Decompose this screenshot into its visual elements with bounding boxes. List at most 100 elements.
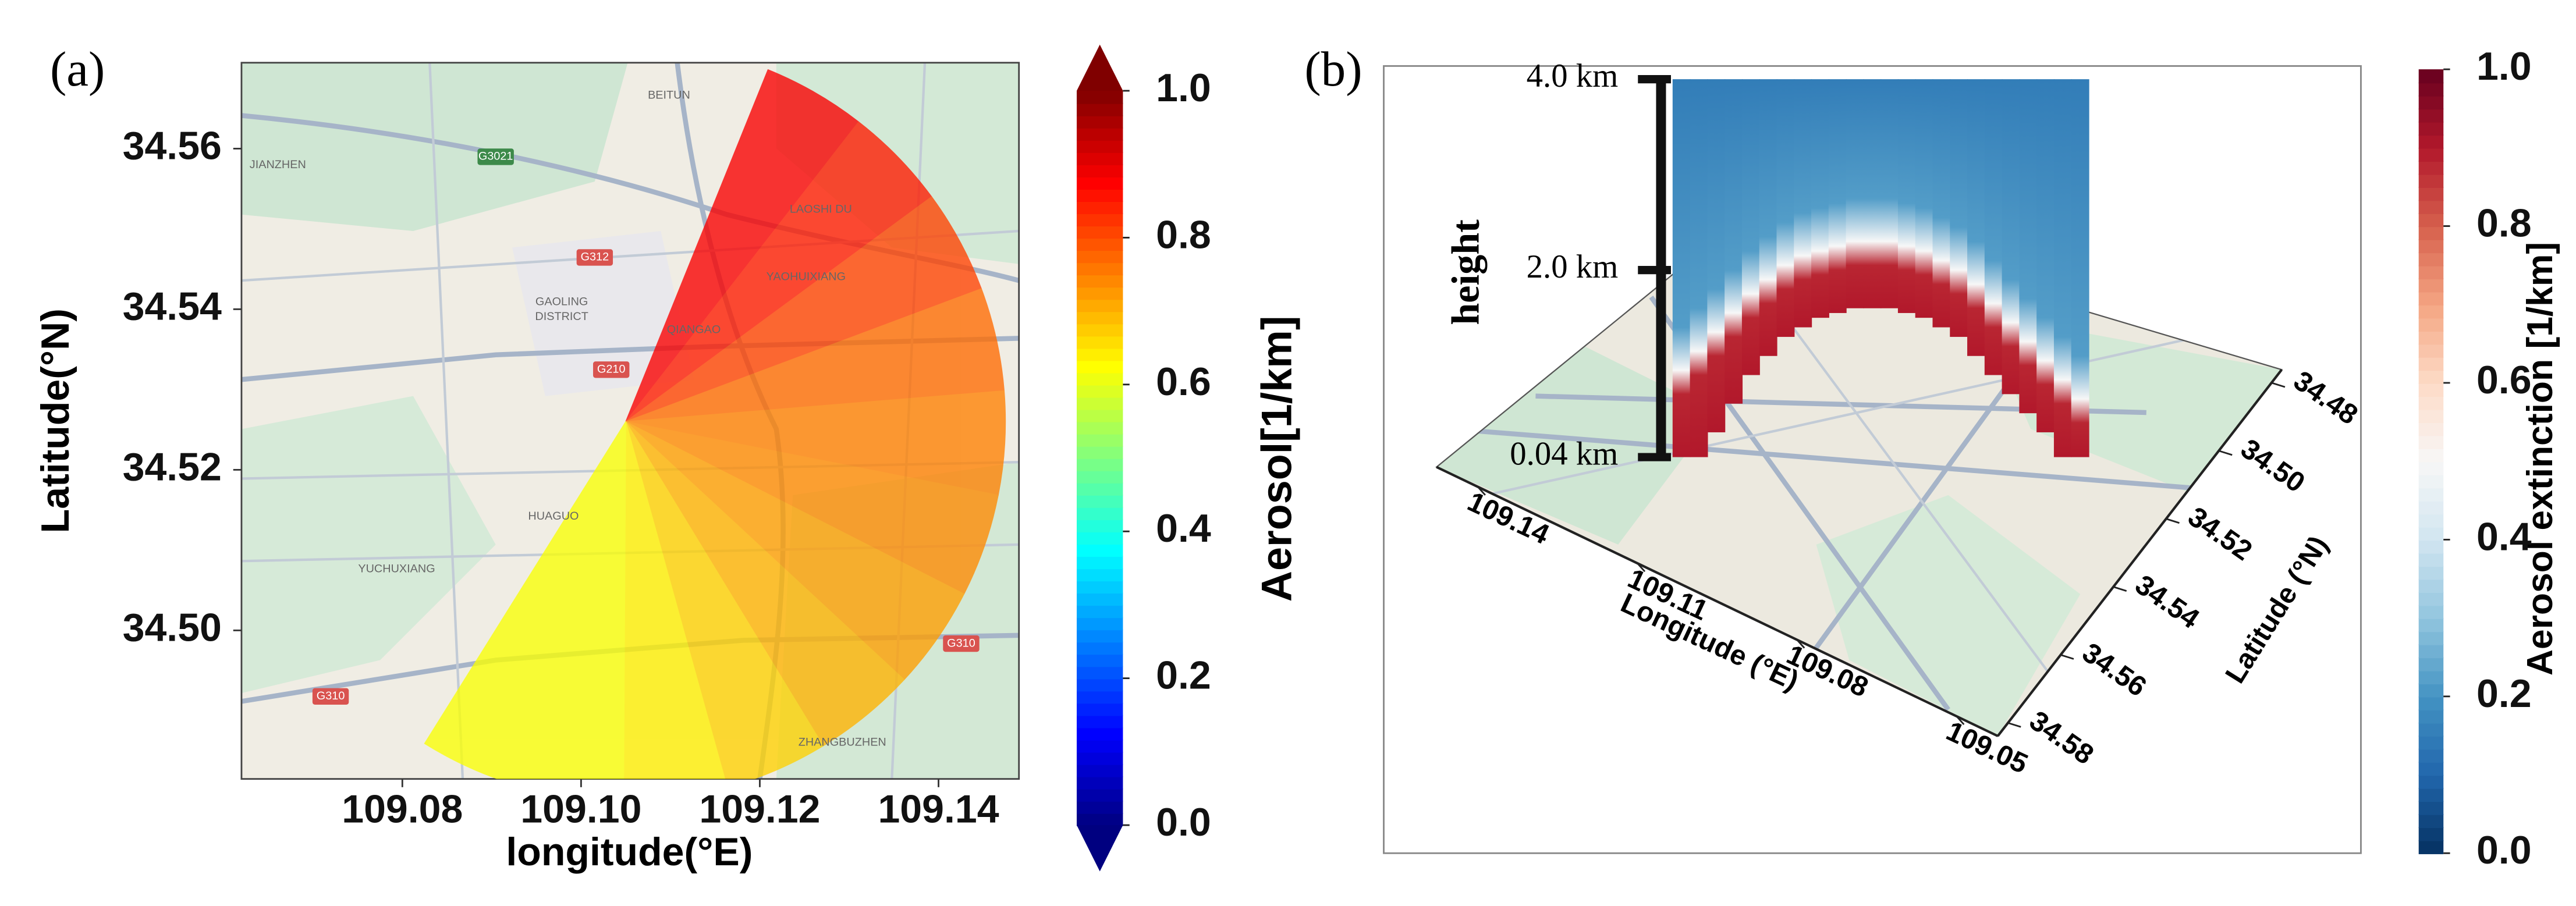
x-tick-label: 109.14 bbox=[878, 787, 999, 831]
curtain-column bbox=[1984, 79, 2003, 375]
colorbar-cell bbox=[2418, 134, 2444, 149]
colorbar-cell bbox=[2418, 382, 2444, 397]
x-axis-label: longitude(°E) bbox=[506, 830, 753, 874]
map-label: GAOLING bbox=[535, 295, 588, 308]
colorbar-cell bbox=[2418, 526, 2444, 541]
colorbar-cell bbox=[2418, 173, 2444, 188]
colorbar-cell bbox=[2418, 95, 2444, 110]
road-shield bbox=[312, 688, 349, 705]
colorbar-cell bbox=[1076, 323, 1123, 337]
colorbar-tick-label: 0.2 bbox=[2476, 671, 2532, 716]
colorbar-extend bbox=[1076, 44, 1123, 91]
curtain-column bbox=[1759, 79, 1777, 356]
colorbar-cell bbox=[1076, 286, 1123, 300]
curtain-column bbox=[1967, 79, 1985, 356]
colorbar-cell bbox=[1076, 335, 1123, 349]
colorbar-cell bbox=[1076, 629, 1123, 643]
y-tick bbox=[2271, 382, 2286, 388]
colorbar-cell bbox=[1076, 678, 1123, 692]
sector-wedge bbox=[626, 390, 1006, 496]
colorbar-tick-label: 0.6 bbox=[1156, 360, 1211, 404]
colorbar-cell bbox=[2418, 357, 2444, 371]
panel-label: (a) bbox=[50, 42, 105, 97]
map-label: G3021 bbox=[478, 150, 513, 163]
colorbar-cell bbox=[1076, 800, 1123, 814]
colorbar-cell bbox=[2418, 801, 2444, 815]
colorbar-cell bbox=[1076, 556, 1123, 570]
colorbar-cell bbox=[1076, 653, 1123, 667]
curtain-column bbox=[1672, 79, 1691, 457]
colorbar-cell bbox=[2418, 631, 2444, 645]
curtain-column bbox=[1707, 79, 1726, 432]
y-tick-label: 34.58 bbox=[2024, 705, 2099, 770]
colorbar-cell bbox=[2418, 748, 2444, 763]
y-tick bbox=[2007, 722, 2021, 728]
sector-wedge bbox=[623, 421, 726, 779]
colorbar-cell bbox=[2418, 252, 2444, 267]
colorbar-cell bbox=[1076, 176, 1123, 190]
y-tick bbox=[2166, 518, 2180, 524]
colorbar-cell bbox=[2418, 487, 2444, 502]
colorbar-cell bbox=[2418, 774, 2444, 789]
curtain-column bbox=[1880, 79, 1899, 308]
colorbar-cell bbox=[1076, 739, 1123, 753]
colorbar-cell bbox=[2418, 709, 2444, 724]
y-axis-line bbox=[1996, 368, 2283, 737]
road-shield bbox=[477, 148, 514, 165]
colorbar-cell bbox=[2418, 683, 2444, 698]
colorbar-cell bbox=[1076, 751, 1123, 765]
curtain-column bbox=[1776, 79, 1795, 337]
y-tick-label: 34.56 bbox=[123, 123, 222, 168]
frame-b bbox=[1383, 65, 2362, 854]
colorbar-cell bbox=[1076, 445, 1123, 459]
colorbar-tick-label: 0.0 bbox=[1156, 800, 1211, 844]
colorbar-label: Aerosol[1/km] bbox=[1252, 316, 1300, 602]
colorbar-cell bbox=[1076, 237, 1123, 251]
curtain-column bbox=[1741, 79, 1760, 375]
colorbar-cell bbox=[1076, 605, 1123, 619]
sector-wedge bbox=[625, 421, 905, 747]
colorbar-cell bbox=[2418, 696, 2444, 710]
colorbar-cell bbox=[1076, 812, 1123, 826]
colorbar-cell bbox=[2418, 552, 2444, 567]
road-shield bbox=[576, 249, 613, 266]
map-label: YAOHUIXIANG bbox=[767, 271, 846, 283]
sector-wedge bbox=[625, 421, 965, 681]
curtain-column bbox=[1690, 79, 1708, 457]
colorbar-cell bbox=[1076, 396, 1123, 410]
colorbar-tick-label: 0.0 bbox=[2476, 828, 2532, 872]
colorbar-tick-label: 1.0 bbox=[2476, 44, 2532, 88]
colorbar-cell bbox=[1076, 115, 1123, 129]
curtain-column bbox=[1811, 79, 1829, 318]
colorbar-cell bbox=[2418, 644, 2444, 659]
colorbar-cell bbox=[2418, 200, 2444, 214]
colorbar-cell bbox=[1076, 543, 1123, 557]
colorbar-cell bbox=[2418, 670, 2444, 685]
curtain-column bbox=[1915, 79, 1933, 318]
y-tick-label: 34.56 bbox=[2077, 637, 2152, 702]
colorbar-cell bbox=[1076, 90, 1123, 104]
colorbar-cell bbox=[2418, 304, 2444, 319]
colorbar-cell bbox=[2418, 213, 2444, 228]
map-label: YUCHUXIANG bbox=[358, 563, 435, 575]
road-shield bbox=[593, 361, 630, 378]
colorbar-cell bbox=[2418, 422, 2444, 436]
colorbar-cell bbox=[2418, 657, 2444, 671]
curtain-column bbox=[1794, 79, 1812, 328]
colorbar-cell bbox=[1076, 140, 1123, 153]
colorbar-cell bbox=[2418, 291, 2444, 305]
sector-wedge bbox=[625, 69, 860, 422]
curtain-column bbox=[2053, 79, 2072, 457]
colorbar-cell bbox=[2418, 474, 2444, 489]
curtain-column bbox=[1828, 79, 1847, 313]
z-tick-label: 0.04 km bbox=[1510, 436, 1618, 472]
colorbar-extend bbox=[1076, 825, 1123, 872]
colorbar-cell bbox=[1076, 531, 1123, 545]
colorbar-cell bbox=[1076, 641, 1123, 655]
colorbar-cell bbox=[2418, 161, 2444, 175]
colorbar-cell bbox=[1076, 470, 1123, 484]
colorbar-cell bbox=[1076, 311, 1123, 325]
colorbar-cell bbox=[2418, 69, 2444, 84]
colorbar-cell bbox=[1076, 788, 1123, 802]
